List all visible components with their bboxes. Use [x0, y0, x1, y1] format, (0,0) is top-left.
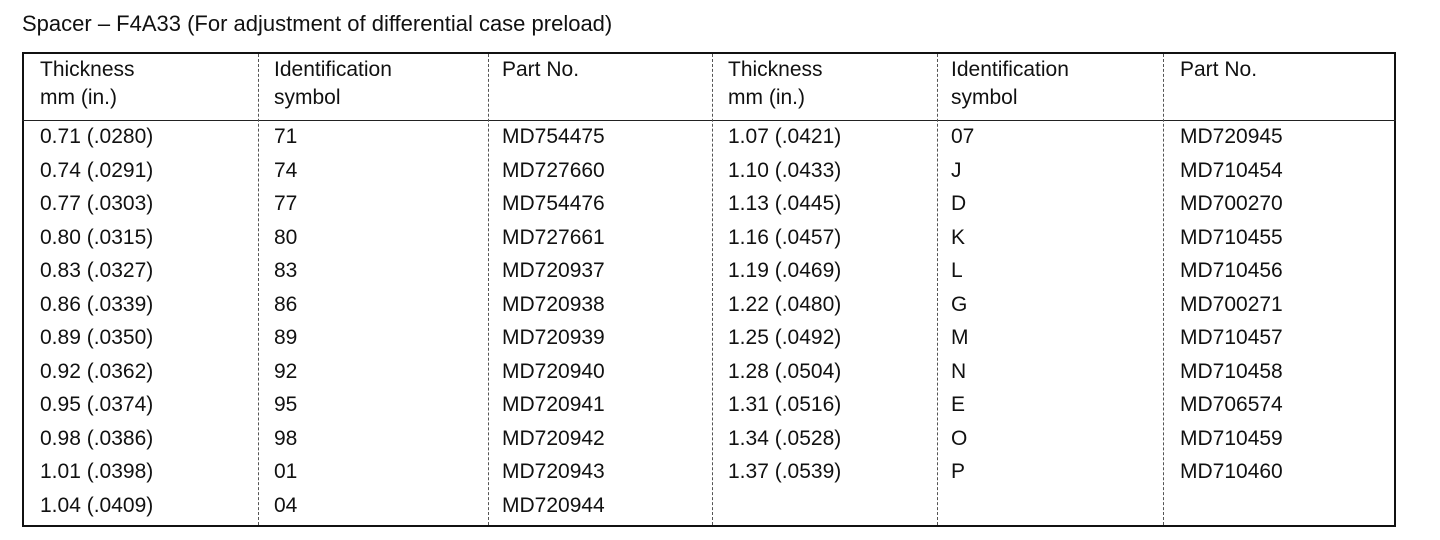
- column-divider: [488, 54, 489, 525]
- table-cell: MD754475: [502, 125, 605, 148]
- header-cell: Identification: [951, 58, 1069, 81]
- table-cell: 1.01 (.0398): [40, 460, 154, 483]
- table-cell: 80: [274, 225, 298, 249]
- table-cell: O: [951, 426, 968, 450]
- table-cell: 86: [274, 292, 298, 316]
- header-cell: mm (in.): [40, 86, 117, 109]
- table-cell: MD720945: [1180, 125, 1283, 148]
- table-cell: 1.31 (.0516): [728, 393, 842, 416]
- table-cell: MD700271: [1180, 292, 1283, 316]
- table-cell: 1.10 (.0433): [728, 158, 842, 182]
- table-cell: MD710454: [1180, 158, 1283, 182]
- table-cell: 98: [274, 426, 298, 450]
- table-cell: 1.25 (.0492): [728, 326, 842, 349]
- table-cell: 89: [274, 326, 298, 349]
- table-cell: 1.37 (.0539): [728, 460, 842, 483]
- table-cell: MD710458: [1180, 359, 1283, 383]
- column-divider: [937, 54, 938, 525]
- table-cell: 07: [951, 125, 975, 148]
- table-cell: 95: [274, 393, 298, 416]
- table-cell: 0.92 (.0362): [40, 359, 154, 383]
- table-cell: 0.89 (.0350): [40, 326, 154, 349]
- table-cell: MD700270: [1180, 192, 1283, 215]
- table-cell: 0.95 (.0374): [40, 393, 154, 416]
- table-cell: MD720938: [502, 292, 605, 316]
- table-cell: 04: [274, 493, 298, 517]
- table-cell: MD720943: [502, 460, 605, 483]
- table-cell: 1.19 (.0469): [728, 259, 842, 282]
- header-cell: Part No.: [1180, 58, 1258, 81]
- table-cell: 1.04 (.0409): [40, 493, 154, 517]
- table-cell: 1.22 (.0480): [728, 292, 842, 316]
- table-cell: 1.13 (.0445): [728, 192, 842, 215]
- table-cell: MD754476: [502, 192, 605, 215]
- table-cell: MD720941: [502, 393, 605, 416]
- table-cell: 74: [274, 158, 298, 182]
- table-cell: 0.86 (.0339): [40, 292, 154, 316]
- table-cell: 1.34 (.0528): [728, 426, 842, 450]
- table-cell: J: [951, 158, 962, 182]
- table-cell: MD720940: [502, 359, 605, 383]
- table-cell: MD710459: [1180, 426, 1283, 450]
- table-cell: 0.71 (.0280): [40, 125, 154, 148]
- table-cell: 01: [274, 460, 298, 483]
- table-cell: MD706574: [1180, 393, 1283, 416]
- column-divider: [258, 54, 259, 525]
- table-cell: MD720937: [502, 259, 605, 282]
- table-cell: 71: [274, 125, 298, 148]
- table-cell: MD710455: [1180, 225, 1283, 249]
- table-cell: N: [951, 359, 967, 383]
- table-cell: MD710460: [1180, 460, 1283, 483]
- header-cell: Thickness: [40, 58, 135, 81]
- table-cell: 1.28 (.0504): [728, 359, 842, 383]
- header-cell: Part No.: [502, 58, 580, 81]
- header-cell: symbol: [274, 86, 341, 109]
- table-cell: MD710456: [1180, 259, 1283, 282]
- table-cell: MD720939: [502, 326, 605, 349]
- table-cell: 1.16 (.0457): [728, 225, 842, 249]
- table-cell: K: [951, 225, 966, 249]
- table-cell: MD727661: [502, 225, 605, 249]
- table-cell: 83: [274, 259, 298, 282]
- table-cell: L: [951, 259, 963, 282]
- column-divider: [1163, 54, 1164, 525]
- column-divider: [712, 54, 713, 525]
- header-separator: [22, 120, 1396, 121]
- table-cell: E: [951, 393, 966, 416]
- table-cell: MD720942: [502, 426, 605, 450]
- header-cell: symbol: [951, 86, 1018, 109]
- table-cell: 0.83 (.0327): [40, 259, 154, 282]
- table-cell: D: [951, 192, 967, 215]
- table-cell: 0.98 (.0386): [40, 426, 154, 450]
- table-cell: MD727660: [502, 158, 605, 182]
- title: Spacer – F4A33 (For adjustment of differ…: [22, 11, 613, 36]
- table-cell: P: [951, 460, 966, 483]
- table-cell: G: [951, 292, 968, 316]
- table-cell: MD720944: [502, 493, 605, 517]
- table-cell: MD710457: [1180, 326, 1283, 349]
- header-cell: Identification: [274, 58, 392, 81]
- header-cell: Thickness: [728, 58, 823, 81]
- table-cell: M: [951, 326, 969, 349]
- table-cell: 77: [274, 192, 298, 215]
- table-border: [22, 52, 1396, 527]
- table-cell: 0.74 (.0291): [40, 158, 154, 182]
- table-cell: 0.80 (.0315): [40, 225, 154, 249]
- table-cell: 1.07 (.0421): [728, 125, 842, 148]
- table-cell: 0.77 (.0303): [40, 192, 154, 215]
- table-cell: 92: [274, 359, 298, 383]
- header-cell: mm (in.): [728, 86, 805, 109]
